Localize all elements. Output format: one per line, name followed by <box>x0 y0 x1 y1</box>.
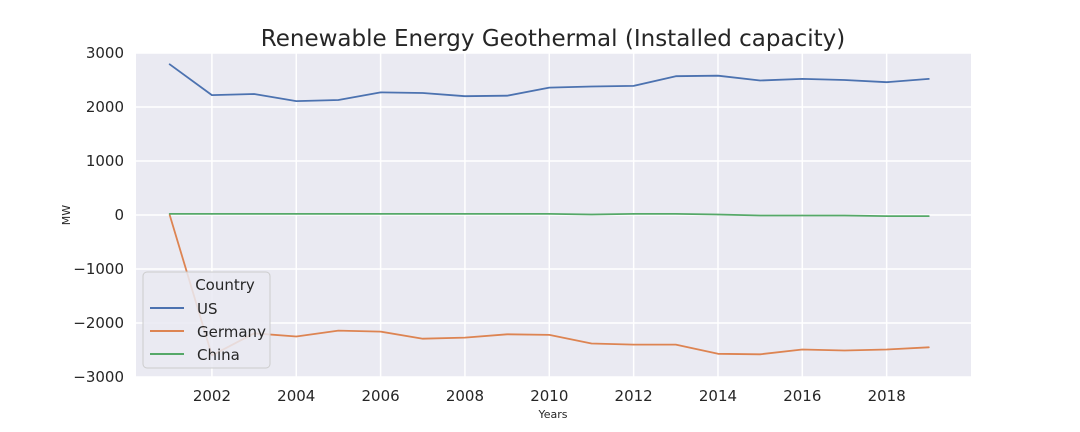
x-tick-label: 2016 <box>783 387 821 405</box>
legend-label-germany: Germany <box>197 323 266 341</box>
x-tick-label: 2008 <box>446 387 484 405</box>
series-line-china <box>168 212 930 218</box>
series-layer <box>168 63 930 357</box>
legend-box <box>142 271 271 369</box>
y-axis-label: MW <box>60 205 73 225</box>
y-tick-label: 2000 <box>86 98 124 116</box>
y-tick-label: 0 <box>114 206 124 224</box>
y-tick-label: −2000 <box>73 314 124 332</box>
x-tick-label: 2010 <box>530 387 568 405</box>
y-axis-ticks: −3000 −2000 −1000 0 1000 2000 3000 <box>73 44 124 386</box>
gridlines <box>136 52 971 378</box>
legend-title: Country <box>195 276 255 294</box>
y-tick-label: −1000 <box>73 260 124 278</box>
series-line-us <box>168 63 930 102</box>
x-tick-label: 2012 <box>615 387 653 405</box>
x-tick-label: 2018 <box>868 387 906 405</box>
x-tick-label: 2006 <box>362 387 400 405</box>
x-tick-label: 2002 <box>193 387 231 405</box>
chart-title: Renewable Energy Geothermal (Installed c… <box>261 26 845 52</box>
legend-label-china: China <box>197 346 240 364</box>
series-line-germany <box>168 214 930 357</box>
x-axis-label: Years <box>537 408 567 421</box>
y-tick-label: −3000 <box>73 368 124 386</box>
y-tick-label: 1000 <box>86 152 124 170</box>
x-tick-label: 2004 <box>277 387 315 405</box>
x-axis-ticks: 2002 2004 2006 2008 2010 2012 2014 2016 2018 <box>193 387 906 405</box>
legend: Country US Germany China <box>142 271 271 369</box>
legend-label-us: US <box>197 300 218 318</box>
y-tick-label: 3000 <box>86 44 124 62</box>
legend-items: US Germany China <box>150 300 266 364</box>
x-tick-label: 2014 <box>699 387 737 405</box>
